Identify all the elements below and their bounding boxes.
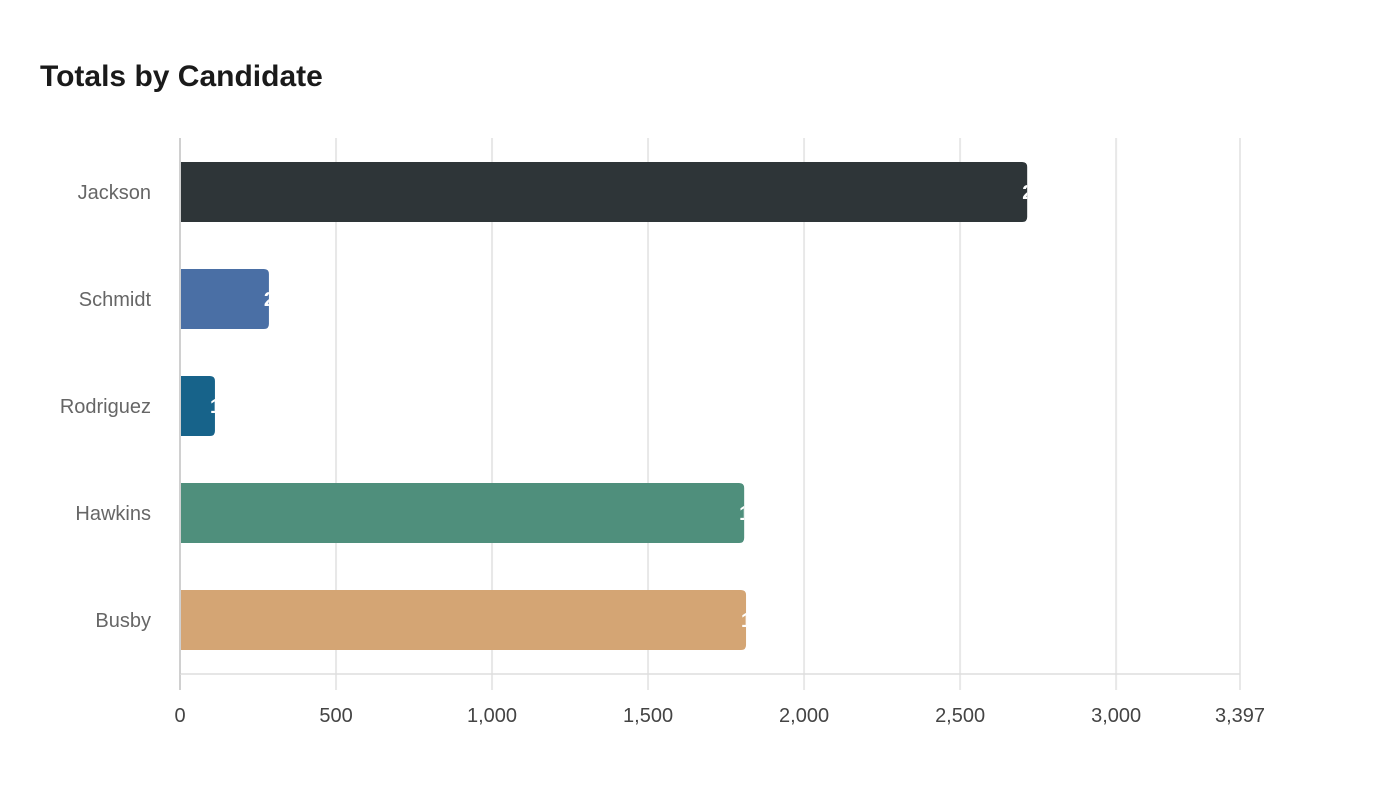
x-tick-label: 0 — [174, 705, 185, 727]
data-label: 1,808 — [739, 503, 789, 525]
y-category-label: Hawkins — [75, 503, 151, 525]
y-category-label: Busby — [95, 610, 151, 632]
bar — [180, 162, 1028, 222]
bar — [180, 269, 269, 329]
bar — [180, 590, 747, 650]
x-tick-label: 3,397 — [1215, 705, 1265, 727]
data-label: 2,715 — [1022, 182, 1072, 204]
x-tick-label: 3,000 — [1091, 705, 1141, 727]
x-tick-label: 1,500 — [623, 705, 673, 727]
x-tick-label: 500 — [319, 705, 352, 727]
y-category-label: Jackson — [78, 182, 151, 204]
x-tick-label: 2,500 — [935, 705, 985, 727]
data-label: 112 — [210, 396, 242, 418]
bar — [180, 376, 215, 436]
y-category-label: Schmidt — [79, 289, 152, 311]
data-label: 1,814 — [741, 610, 792, 632]
bar — [180, 483, 745, 543]
x-tick-label: 2,000 — [779, 705, 829, 727]
data-label: 285 — [264, 289, 297, 311]
chart-title: Totals by Candidate — [40, 60, 323, 93]
x-tick-label: 1,000 — [467, 705, 517, 727]
y-category-label: Rodriguez — [60, 396, 151, 418]
